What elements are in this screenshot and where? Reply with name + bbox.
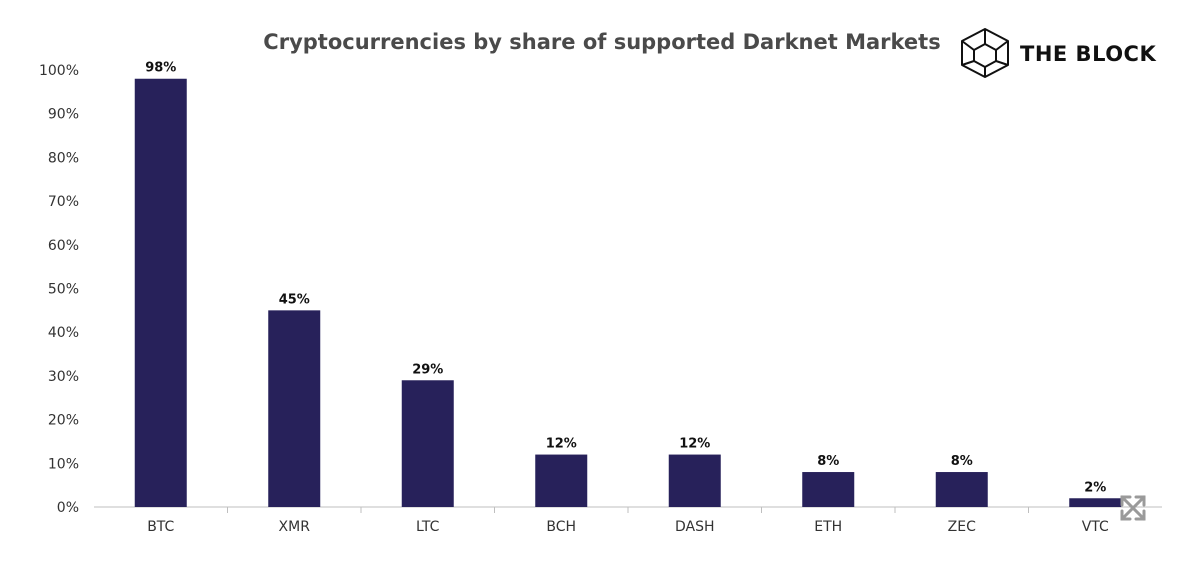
data-label-vtc: 2% [1084,480,1106,495]
data-label-zec: 8% [951,454,973,469]
y-tick-label: 20% [48,413,79,429]
x-axis: BTC XMR LTC BCH DASH ETH ZEC VTC [147,507,1109,535]
y-tick-label: 80% [48,150,79,166]
chart-title: Cryptocurrencies by share of supported D… [263,30,940,54]
data-label-btc: 98% [145,61,176,76]
data-label-eth: 8% [817,454,839,469]
data-label-dash: 12% [679,437,710,452]
cube-icon [961,28,1009,78]
y-tick-label: 60% [48,238,79,254]
bar-dash [668,454,721,507]
bar-ltc [401,380,454,507]
y-tick-label: 70% [48,194,79,210]
y-tick-label: 50% [48,282,79,298]
x-tick-label: LTC [416,519,440,535]
bar-btc [134,78,187,508]
data-label-ltc: 29% [412,362,443,377]
brand-logo: THE BLOCK [961,28,1156,78]
y-tick-label: 0% [57,500,79,516]
bar-zec [935,472,988,507]
x-tick-label: DASH [675,519,715,535]
y-tick-label: 100% [39,63,79,79]
y-tick-label: 90% [48,107,79,123]
bar-xmr [268,310,321,507]
bars: 98% 45% 29% 12% 12% 8% 8% 2% [134,61,1122,508]
y-tick-label: 30% [48,369,79,385]
x-tick-label: ZEC [948,519,976,535]
brand-name: THE BLOCK [1020,42,1156,66]
x-tick-label: BTC [147,519,174,535]
y-tick-label: 40% [48,325,79,341]
x-tick-label: ETH [814,519,842,535]
data-label-xmr: 45% [279,292,310,307]
data-label-bch: 12% [546,437,577,452]
x-tick-label: VTC [1082,519,1109,535]
bar-eth [802,472,855,507]
x-tick-label: BCH [546,519,576,535]
bar-bch [535,454,588,507]
y-axis: 0% 10% 20% 30% 40% 50% 60% 70% 80% 90% 100% [39,63,79,516]
expand-icon[interactable] [1120,495,1146,521]
x-tick-label: XMR [279,519,311,535]
bar-vtc [1069,498,1122,507]
y-tick-label: 10% [48,456,79,472]
